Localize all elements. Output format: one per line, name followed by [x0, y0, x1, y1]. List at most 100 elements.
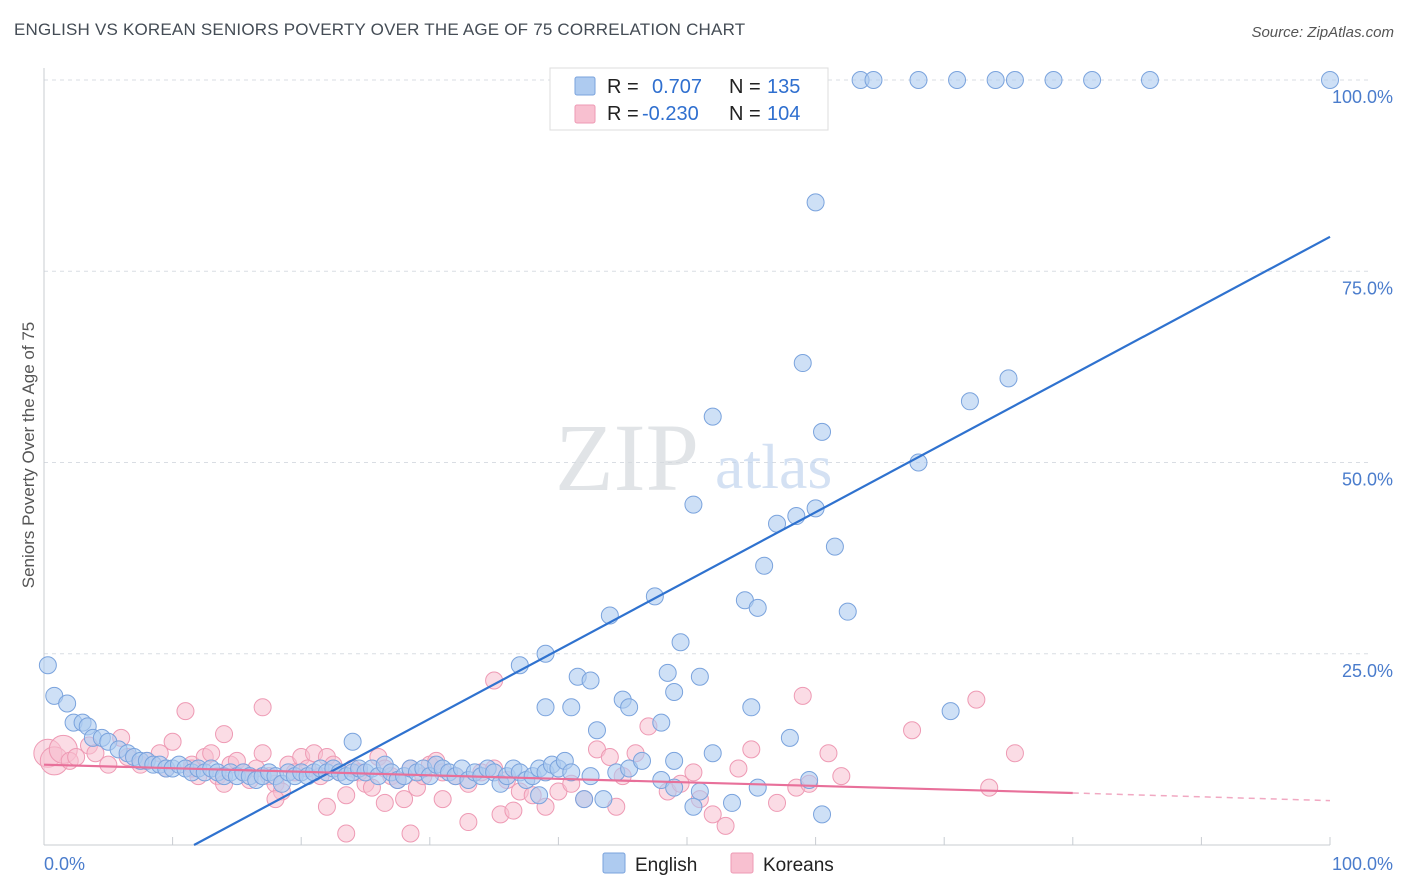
english-point — [1140, 71, 1159, 89]
bottom-legend-swatch-koreans — [730, 852, 754, 874]
english-point — [594, 790, 613, 809]
korean-point — [967, 690, 986, 709]
watermark-zip: ZIP — [555, 404, 699, 511]
korean-point — [253, 698, 272, 717]
korean-point — [1005, 744, 1024, 763]
legend-n-value-koreans: 104 — [767, 103, 800, 125]
watermark-atlas: atlas — [715, 431, 832, 502]
english-point — [581, 767, 600, 786]
english-point — [960, 392, 979, 411]
gridlines — [44, 79, 1370, 655]
legend-n-label-koreans: N = — [729, 103, 761, 125]
x-tick-label: 0.0% — [44, 854, 85, 874]
korean-point — [459, 813, 478, 832]
korean-point — [176, 702, 195, 721]
korean-point — [401, 824, 420, 843]
korean-trendline — [43, 763, 1073, 795]
english-point — [703, 744, 722, 763]
english-point — [562, 698, 581, 717]
english-point — [948, 71, 967, 89]
english-point — [536, 698, 555, 717]
korean-point — [433, 790, 452, 809]
english-point — [825, 537, 844, 556]
legend-r-value-english: 0.707 — [652, 76, 702, 98]
english-point — [864, 71, 883, 89]
english-point — [780, 728, 799, 747]
bottom-legend-english: English — [635, 855, 697, 876]
english-point — [530, 786, 549, 805]
english-point — [652, 713, 671, 732]
korean-point — [819, 744, 838, 763]
english-point — [1044, 71, 1063, 89]
english-point — [723, 793, 742, 812]
english-point — [665, 683, 684, 701]
english-point — [999, 369, 1018, 388]
english-point — [755, 556, 774, 575]
korean-point — [504, 801, 523, 820]
korean-trendline-extension — [1072, 792, 1331, 802]
source-credit: Source: ZipAtlas.com — [1251, 24, 1394, 41]
english-point — [658, 663, 677, 682]
legend-r-value-koreans: -0.230 — [642, 103, 699, 125]
korean-point — [202, 744, 221, 763]
y-tick-label: 50.0% — [1342, 470, 1393, 490]
legend-n-value-english: 135 — [767, 76, 800, 98]
chart-title: ENGLISH VS KOREAN SENIORS POVERTY OVER T… — [14, 20, 746, 39]
korean-point — [684, 763, 703, 782]
english-point — [671, 633, 690, 652]
english-point — [665, 778, 684, 797]
bottom-legend-koreans: Koreans — [763, 855, 834, 876]
y-tick-label: 75.0% — [1342, 278, 1393, 298]
english-point — [838, 602, 857, 621]
legend-n-label-english: N = — [729, 76, 761, 98]
y-tick-label: 25.0% — [1342, 661, 1393, 681]
korean-point — [99, 755, 118, 774]
english-point — [909, 71, 928, 89]
legend-swatch-english — [574, 76, 596, 96]
english-point — [793, 354, 812, 373]
english-point — [684, 495, 703, 514]
legend-r-label-koreans: R = — [607, 103, 639, 125]
english-point — [941, 702, 960, 721]
korean-point — [395, 790, 414, 809]
english-point — [690, 667, 709, 686]
trendlines — [43, 235, 1331, 846]
english-point — [986, 71, 1005, 89]
english-point — [684, 797, 703, 816]
korean-point — [337, 824, 356, 843]
english-point — [742, 698, 761, 717]
korean-point — [163, 732, 182, 751]
english-trendline — [193, 235, 1331, 846]
english-point — [38, 656, 57, 675]
english-point — [562, 763, 581, 782]
english-point — [1321, 71, 1339, 89]
english-point — [690, 782, 709, 801]
english-point — [58, 694, 77, 713]
english-point — [632, 751, 651, 770]
english-point — [343, 732, 362, 751]
korean-point — [832, 767, 851, 786]
english-point — [703, 407, 722, 426]
x-tick-label: 100.0% — [1332, 854, 1393, 874]
korean-point — [716, 816, 735, 835]
korean-point — [253, 744, 272, 763]
legend-r-label-english: R = — [607, 76, 639, 98]
english-point — [587, 721, 606, 740]
english-point — [575, 790, 594, 809]
y-axis-label: Seniors Poverty Over the Age of 75 — [19, 322, 38, 588]
tick-labels: 25.0% 50.0% 75.0% 100.0% 0.0% 100.0% — [44, 87, 1393, 874]
korean-point — [600, 748, 619, 767]
korean-point — [903, 721, 922, 740]
korean-point — [215, 725, 234, 744]
english-point — [1083, 71, 1102, 89]
english-point — [1005, 71, 1024, 89]
axes — [43, 68, 1331, 846]
legend-swatch-koreans — [574, 104, 596, 124]
korean-point — [375, 793, 394, 812]
english-point — [806, 193, 825, 212]
bottom-legend: English Koreans — [602, 852, 834, 876]
english-points — [38, 71, 1339, 824]
korean-point — [742, 740, 761, 759]
korean-point — [337, 786, 356, 805]
